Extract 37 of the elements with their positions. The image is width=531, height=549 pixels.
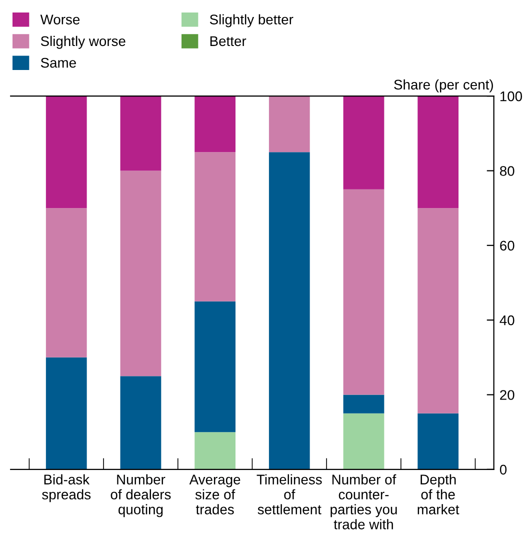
y-axis-title: Share (per cent) (394, 79, 493, 92)
x-tick-label: Number of dealers quoting (110, 474, 171, 518)
bar (268, 152, 310, 470)
legend-label: Worse (40, 14, 80, 24)
bar (343, 96, 384, 190)
legend-label: Same (40, 58, 76, 68)
bar (194, 152, 236, 302)
bar (418, 96, 459, 208)
legend-label: Better (210, 36, 246, 46)
x-tick-label: Number of counter- parties you trade with (330, 474, 397, 530)
bar (343, 394, 384, 414)
bar (120, 96, 162, 171)
x-tick-label: Average size of trades (189, 474, 240, 514)
y-tick-label: 20 (500, 390, 514, 400)
bar (46, 96, 87, 208)
x-tick-label: Bid-ask spreads (42, 474, 91, 502)
bar (418, 208, 459, 414)
bar (194, 301, 236, 432)
y-tick-label: 0 (500, 464, 507, 475)
y-tick-label: 100 (500, 91, 522, 102)
bar (46, 208, 87, 358)
legend-label: Slightly better (210, 14, 294, 28)
bar (343, 413, 384, 470)
bar (46, 357, 87, 470)
y-tick-label: 40 (500, 315, 514, 326)
y-tick-label: 80 (500, 166, 514, 176)
bar (194, 432, 236, 470)
y-tick-label: 60 (500, 240, 514, 251)
bar (343, 189, 384, 395)
bar (418, 413, 459, 470)
legend-label: Slightly worse (40, 36, 126, 49)
bar (194, 96, 236, 152)
bar (268, 96, 310, 152)
x-tick-label: Timeliness of settlement (256, 474, 322, 514)
x-tick-label: Depth of the market (418, 474, 460, 514)
bar (120, 376, 162, 470)
bar (120, 170, 162, 376)
